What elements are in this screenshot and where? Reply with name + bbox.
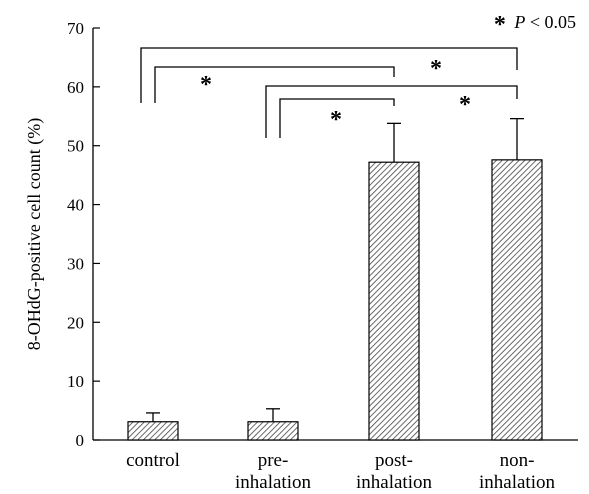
significance-brackets: * * * * <box>140 47 518 138</box>
x-category-label-line: inhalation <box>356 472 432 493</box>
significance-note: * P < 0.05 <box>494 12 576 38</box>
significance-bracket <box>140 47 518 103</box>
significance-bracket <box>279 98 395 138</box>
x-category-label-line: non- <box>500 450 535 471</box>
y-tick-label: 20 <box>67 313 84 332</box>
x-category-label-line: inhalation <box>479 472 555 493</box>
y-tick-label: 40 <box>67 196 84 215</box>
significance-bracket <box>154 66 395 103</box>
y-axis-title: 8-OHdG-positive cell count (%) <box>24 118 45 350</box>
y-tick-label: 30 <box>67 254 84 273</box>
x-category-label-line: inhalation <box>235 472 311 493</box>
y-tick-label: 50 <box>67 137 84 156</box>
x-category-label-line: post- <box>375 450 413 471</box>
significance-star: * <box>330 107 342 133</box>
x-category-label: control <box>126 450 180 471</box>
significance-note-threshold: < 0.05 <box>530 12 576 32</box>
y-tick-label: 70 <box>67 19 84 38</box>
x-category-label-line: pre- <box>258 450 289 471</box>
bar <box>491 159 543 441</box>
significance-star: * <box>459 92 471 118</box>
significance-note-p: P <box>513 12 525 32</box>
x-category-label: non-inhalation <box>479 450 555 493</box>
significance-star: * <box>430 56 442 82</box>
x-category-label: post-inhalation <box>356 450 432 493</box>
y-ticks: 0 10 20 30 40 50 60 70 <box>67 19 100 450</box>
bars <box>127 159 543 441</box>
bar <box>368 161 420 441</box>
y-tick-label: 60 <box>67 78 84 97</box>
error-bars <box>146 117 524 422</box>
x-category-labels: control pre-inhalationpost-inhalationnon-… <box>126 450 555 493</box>
bar <box>127 421 179 441</box>
significance-star: * <box>200 72 212 98</box>
y-tick-label: 0 <box>76 431 85 450</box>
y-tick-label: 10 <box>67 372 84 391</box>
x-category-label: pre-inhalation <box>235 450 311 493</box>
significance-bracket <box>265 85 518 138</box>
x-category-label-line: control <box>126 450 180 471</box>
bar <box>247 421 299 441</box>
significance-note-star: * <box>494 12 506 38</box>
